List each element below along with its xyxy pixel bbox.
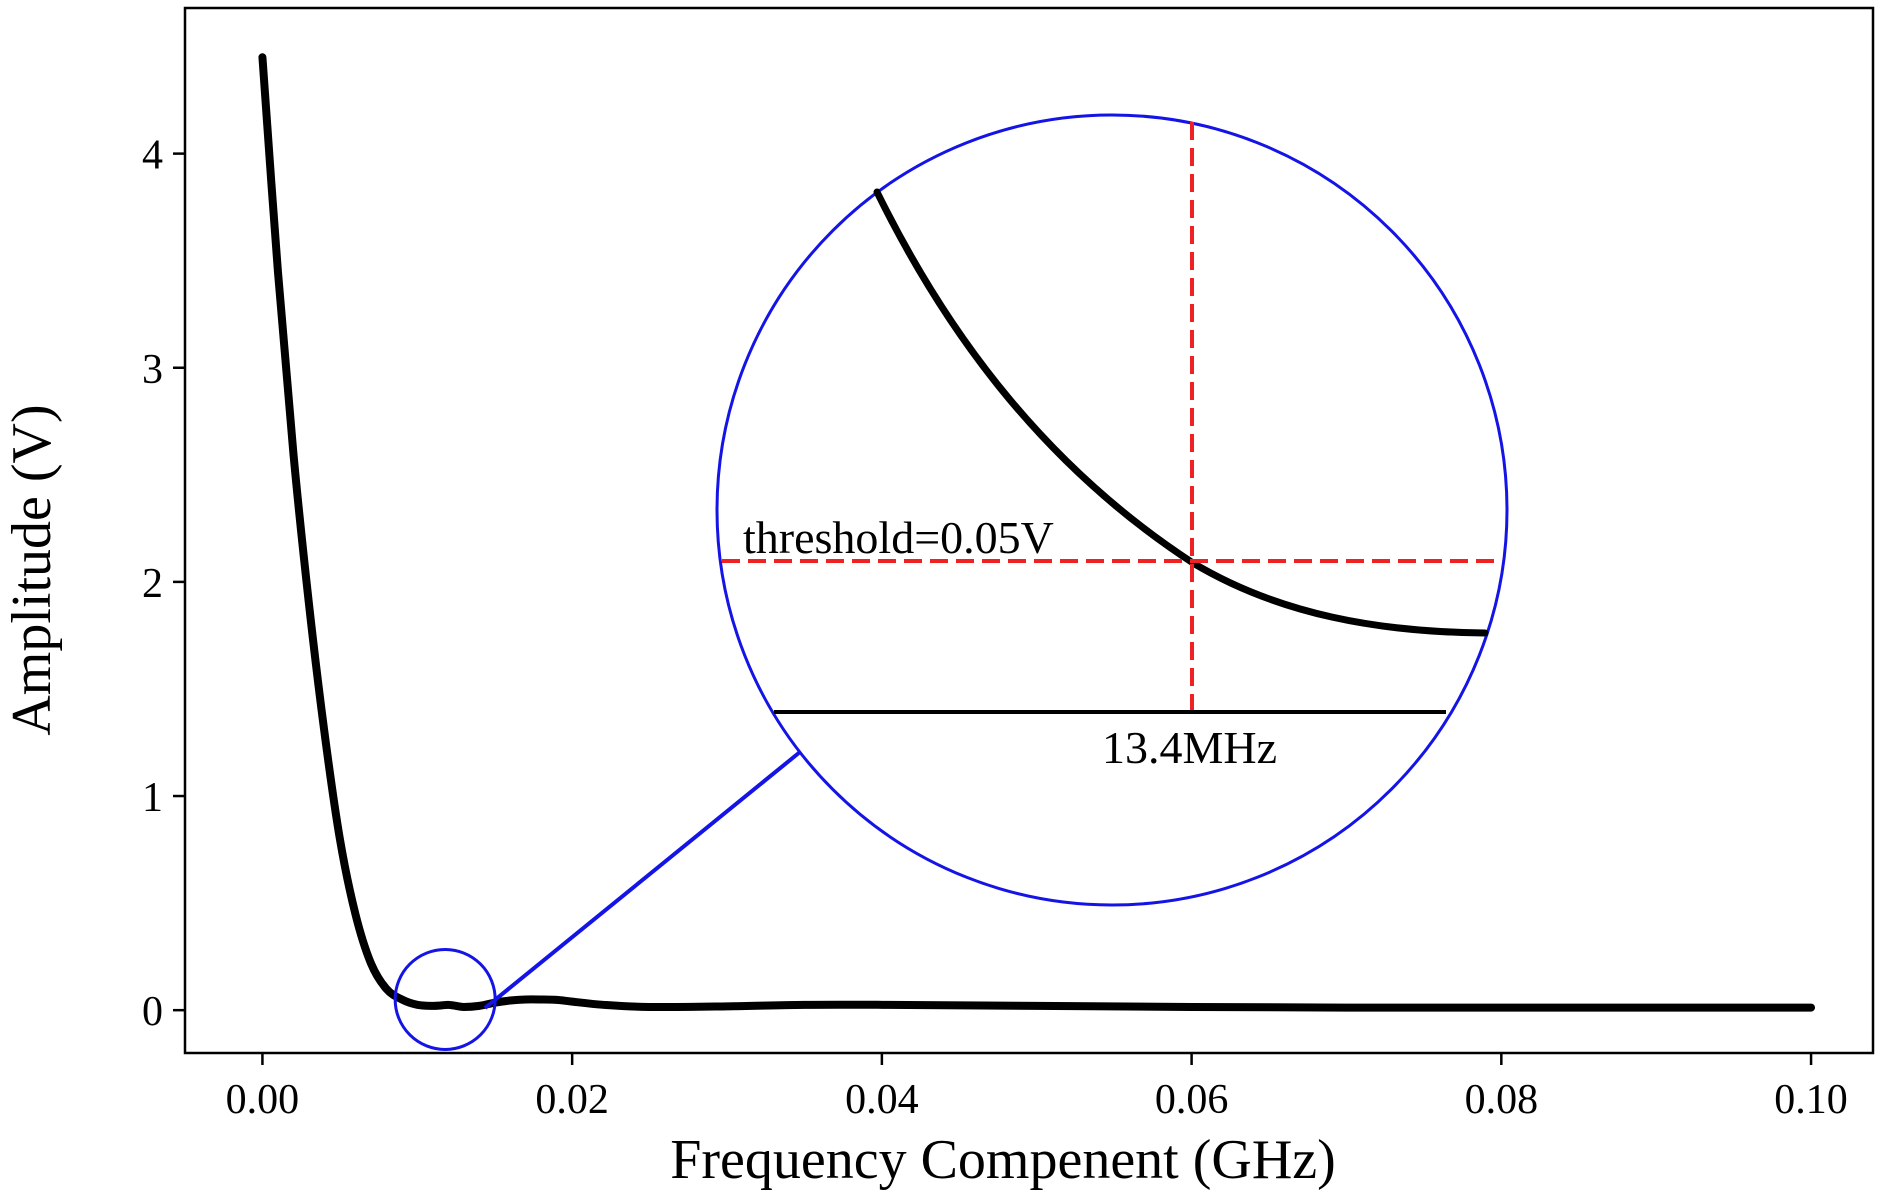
x-axis-ticks: 0.00 0.02 0.04 0.06 0.08 0.10: [226, 1053, 1848, 1123]
y-axis-ticks: 0 1 2 3 4: [142, 133, 185, 1035]
plot-frame: [183, 6, 1875, 1055]
x-tick-label: 0.00: [226, 1077, 300, 1123]
inset-curve: [873, 188, 1489, 637]
y-tick-label: 4: [142, 133, 163, 179]
x-tick-label: 0.06: [1155, 1077, 1229, 1123]
zoom-inset-circle: [715, 113, 1509, 907]
x-axis-title: Frequency Compenent (GHz): [670, 1129, 1336, 1191]
y-tick-label: 0: [142, 989, 163, 1035]
y-axis-title: Amplitude (V): [1, 404, 63, 735]
y-tick-label: 1: [142, 775, 163, 821]
threshold-label: threshold=0.05V: [743, 512, 1054, 563]
x-tick-label: 0.10: [1774, 1077, 1848, 1123]
x-tick-label: 0.04: [845, 1077, 919, 1123]
x-tick-label: 0.02: [535, 1077, 609, 1123]
x-tick-label: 0.08: [1465, 1077, 1539, 1123]
zoom-connector-line: [483, 750, 802, 1010]
y-tick-label: 3: [142, 347, 163, 393]
frequency-label: 13.4MHz: [1102, 722, 1277, 773]
y-tick-label: 2: [142, 561, 163, 607]
